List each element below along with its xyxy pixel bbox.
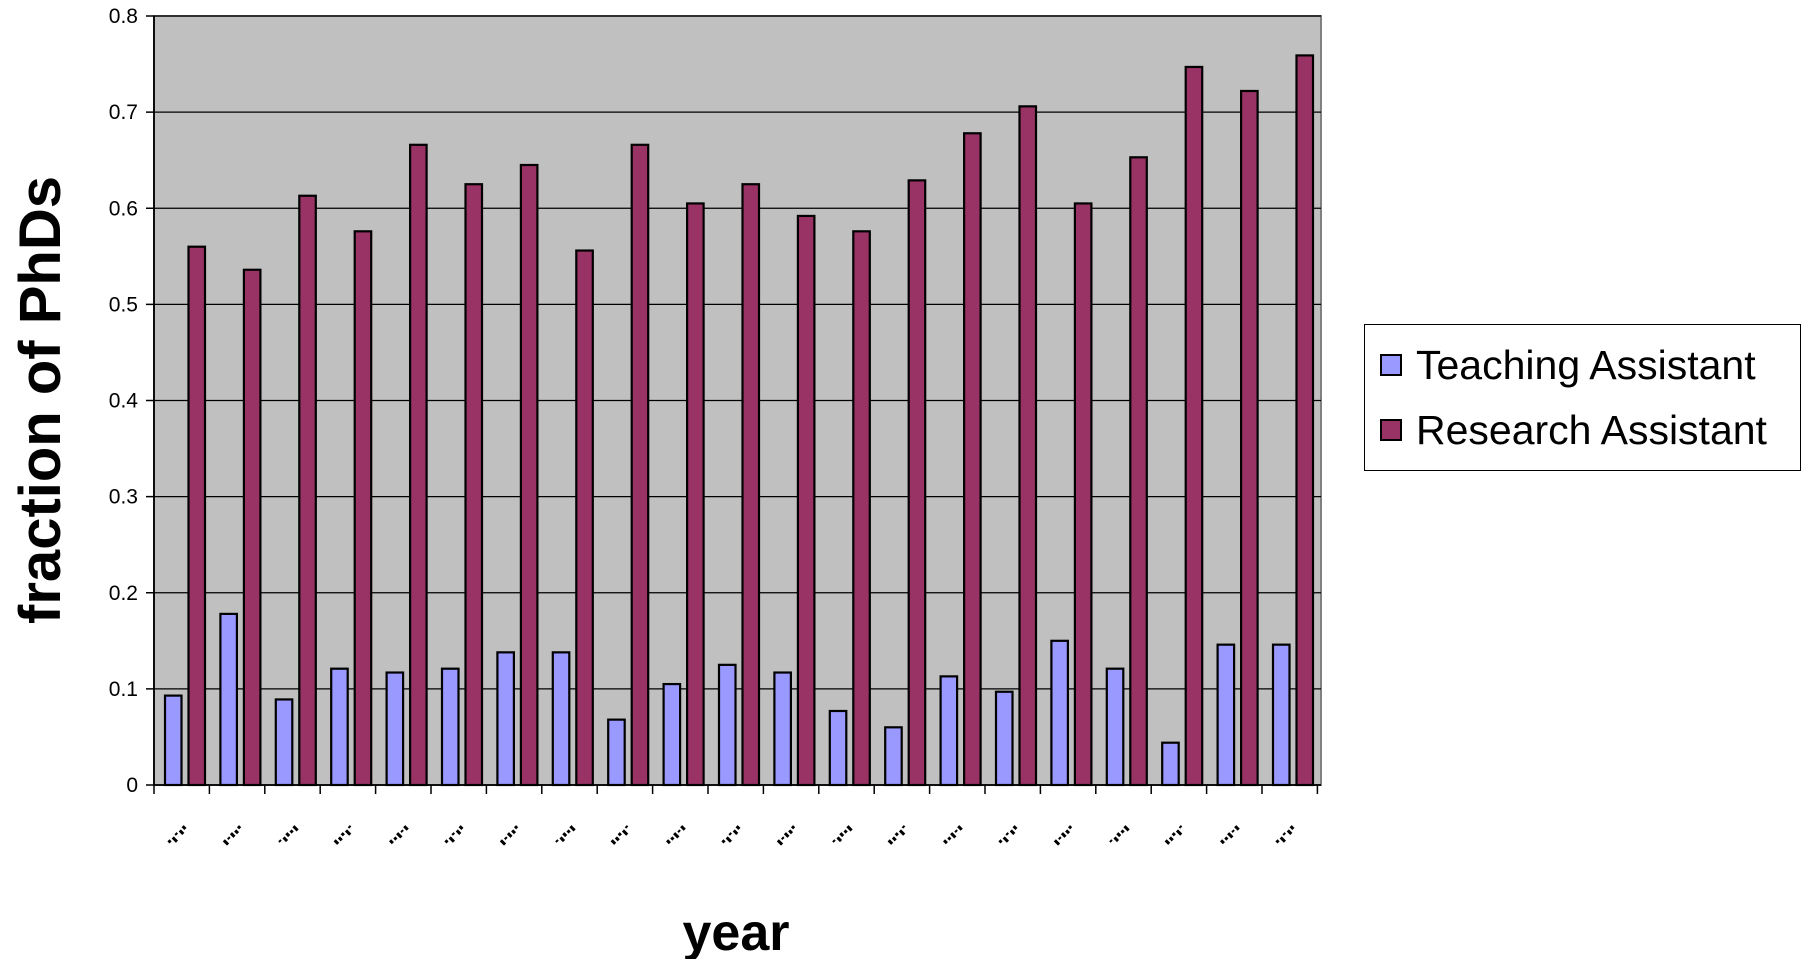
bars: [163, 54, 1315, 787]
bar-teaching-assistant: [828, 709, 848, 787]
bar-teaching-assistant: [717, 663, 737, 787]
bar-teaching-assistant: [884, 726, 903, 787]
bar-research-assistant: [519, 163, 539, 787]
bar-teaching-assistant: [219, 612, 238, 787]
bar-teaching-assistant: [385, 671, 405, 787]
bar-teaching-assistant: [1105, 667, 1125, 787]
bar-teaching-assistant: [1271, 643, 1291, 787]
x-tick-label: [998, 825, 1018, 844]
bar-teaching-assistant: [939, 675, 959, 787]
y-tick-label: 0.5: [109, 293, 138, 316]
legend-item-teaching-assistant: Teaching Assistant: [1380, 342, 1756, 388]
x-tick-label: [1109, 825, 1130, 843]
x-tick-label: [167, 825, 187, 844]
y-tick-label: 0.8: [109, 5, 138, 28]
bar-research-assistant: [409, 143, 428, 787]
bar-research-assistant: [1184, 65, 1204, 787]
bar-teaching-assistant: [1216, 643, 1236, 787]
bar-research-assistant: [796, 214, 816, 787]
x-tick-label: [1053, 825, 1073, 846]
x-tick-label: [665, 825, 686, 845]
y-axis-title: fraction of PhDs: [8, 176, 73, 624]
x-tick-label: [222, 825, 242, 846]
axes: [146, 15, 1321, 794]
bar-research-assistant: [1239, 89, 1259, 787]
bar-teaching-assistant: [274, 698, 294, 787]
bar-research-assistant: [353, 230, 373, 787]
bar-teaching-assistant: [496, 651, 515, 787]
bar-teaching-assistant: [330, 667, 349, 787]
bar-teaching-assistant: [607, 718, 626, 787]
bar-research-assistant: [1018, 105, 1038, 787]
x-tick-label: [499, 825, 519, 846]
x-tick-label: [388, 825, 409, 845]
bar-research-assistant: [242, 268, 262, 787]
x-tick-label: [1219, 825, 1240, 845]
x-tick-label: [887, 825, 906, 845]
bar-research-assistant: [907, 179, 927, 787]
y-tick-label: 0: [126, 774, 138, 797]
y-tick-label: 0.2: [109, 582, 138, 605]
bar-research-assistant: [962, 132, 982, 787]
bar-teaching-assistant: [1050, 639, 1070, 787]
bar-research-assistant: [575, 249, 594, 787]
bar-teaching-assistant: [994, 690, 1014, 787]
legend-swatch-research-assistant: [1380, 419, 1402, 441]
bar-research-assistant: [741, 183, 761, 787]
bar-research-assistant: [1073, 202, 1093, 787]
x-axis-title: year: [683, 904, 790, 959]
x-tick-label: [444, 825, 464, 844]
y-tick-label: 0.3: [109, 486, 138, 509]
bar-teaching-assistant: [662, 682, 682, 787]
x-tick-label: [776, 825, 796, 846]
bar-research-assistant: [464, 183, 484, 787]
x-tick-label: [832, 825, 853, 843]
legend-item-research-assistant: Research Assistant: [1380, 407, 1767, 453]
x-tick-label: [555, 825, 576, 843]
bar-teaching-assistant: [551, 651, 571, 787]
bar-research-assistant: [852, 230, 871, 787]
bar-research-assistant: [298, 194, 317, 787]
y-tick-label: 0.1: [109, 678, 138, 701]
x-tick-label: [721, 825, 741, 844]
legend-label-teaching-assistant: Teaching Assistant: [1416, 341, 1756, 388]
tick-labels: 0 0.1 0.2 0.3 0.4 0.5 0.6 0.7 0.8: [109, 5, 1295, 846]
bar-research-assistant: [630, 143, 650, 787]
x-tick-label: [610, 825, 629, 845]
legend: Teaching Assistant Research Assistant: [1364, 324, 1801, 471]
y-tick-label: 0.6: [109, 197, 138, 220]
x-tick-label: [333, 825, 352, 845]
legend-swatch-teaching-assistant: [1380, 354, 1402, 376]
bar-research-assistant: [1129, 156, 1148, 787]
x-tick-label: [942, 825, 963, 845]
bar-research-assistant: [1295, 54, 1315, 787]
bar-teaching-assistant: [773, 671, 793, 787]
bar-research-assistant: [187, 245, 207, 787]
bar-research-assistant: [685, 202, 705, 787]
y-tick-label: 0.7: [109, 101, 138, 124]
y-tick-label: 0.4: [109, 390, 139, 413]
x-tick-label: [1275, 825, 1295, 844]
bar-teaching-assistant: [1161, 741, 1180, 787]
bar-teaching-assistant: [440, 667, 460, 787]
x-tick-label: [278, 825, 299, 843]
legend-label-research-assistant: Research Assistant: [1416, 406, 1767, 453]
x-tick-label: [1164, 825, 1183, 845]
bar-teaching-assistant: [163, 694, 183, 787]
